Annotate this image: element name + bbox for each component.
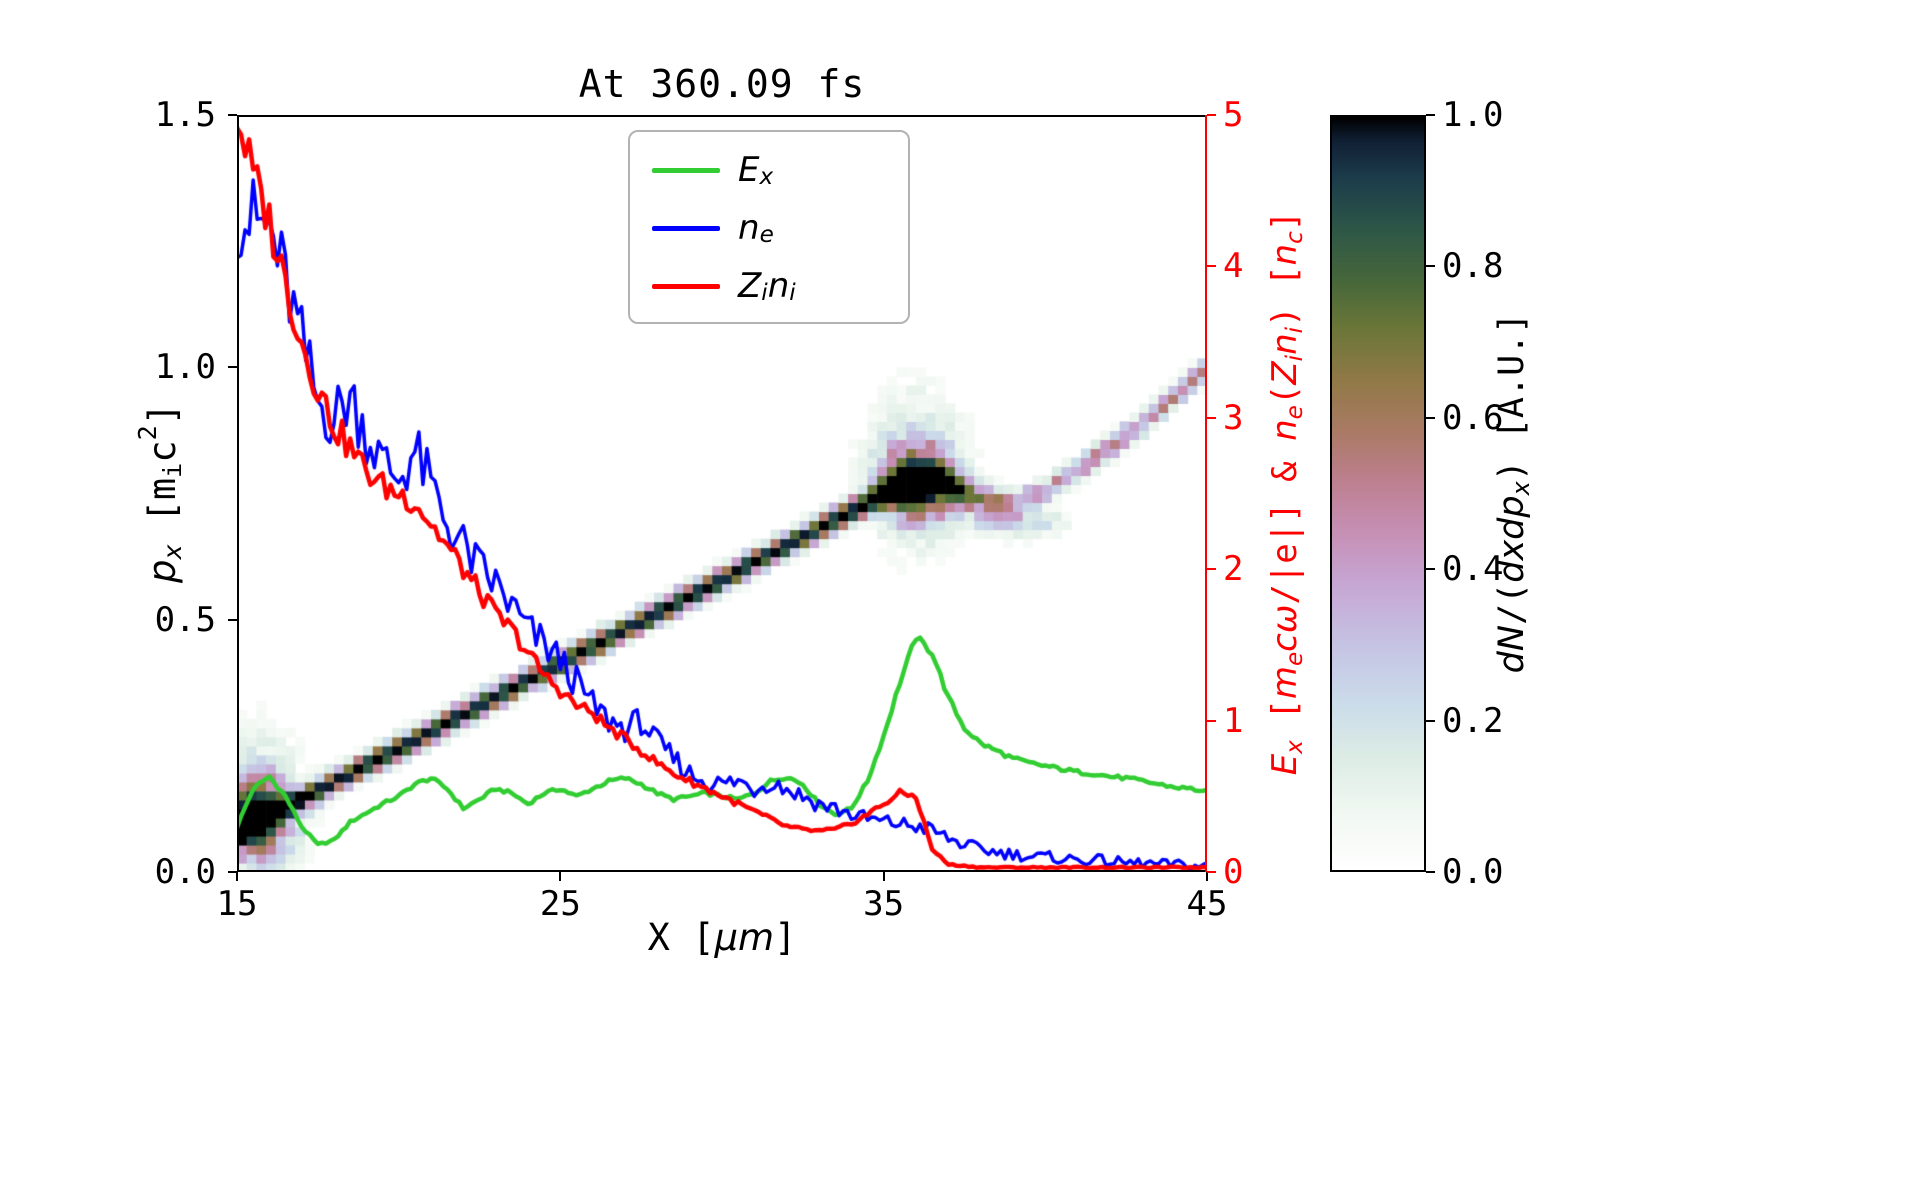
legend: Ex ne Zini [628, 130, 910, 324]
x-tick-label: 45 [1186, 884, 1228, 924]
colorbar-tick-mark [1426, 265, 1435, 268]
plot-title: At 360.09 fs [578, 62, 866, 106]
colorbar-tick-label: 0.6 [1442, 397, 1504, 438]
y-left-tick-mark [228, 366, 237, 369]
x-tick-label: 25 [539, 884, 581, 924]
y-left-tick-label: 0.5 [154, 599, 216, 640]
y-right-tick-mark [1207, 114, 1216, 116]
colorbar-tick-label: 0.2 [1442, 700, 1504, 741]
y-right-tick-mark [1207, 871, 1216, 873]
legend-label-ne: ne [738, 207, 774, 249]
y-left-tick-mark [228, 618, 237, 621]
legend-label-zini: Zini [738, 265, 796, 307]
legend-entry-ex: Ex [652, 150, 773, 190]
colorbar-tick-label: 1.0 [1442, 95, 1504, 135]
y-left-tick-mark [228, 871, 237, 873]
y-right-tick-label: 2 [1223, 549, 1244, 590]
y-left-tick-mark [228, 114, 237, 116]
y-right-tick-label: 0 [1223, 852, 1244, 892]
y-left-tick-label: 1.0 [154, 347, 216, 388]
colorbar-tick-mark [1426, 416, 1435, 419]
legend-entry-ne: ne [652, 208, 774, 248]
x-tick-mark [882, 872, 885, 881]
x-axis-label: X [μm] [647, 916, 797, 959]
legend-entry-zini: Zini [652, 266, 796, 306]
y-right-tick-mark [1207, 719, 1216, 722]
y-right-tick-mark [1207, 416, 1216, 419]
y-right-tick-label: 4 [1223, 246, 1244, 287]
colorbar-tick-mark [1426, 871, 1435, 873]
legend-line-ne [652, 225, 720, 231]
colorbar-tick-label: 0.8 [1442, 246, 1504, 287]
right-axis-spine [1205, 115, 1207, 872]
y-left-tick-label: 1.5 [154, 95, 216, 135]
y-right-tick-mark [1207, 265, 1216, 268]
y-axis-label-right: Ex [mecω/|e|] & ne(Zini) [nc] [1265, 210, 1308, 776]
y-left-tick-label: 0.0 [154, 852, 216, 892]
y-axis-label-left: px [mic2] [133, 402, 187, 584]
x-tick-label: 15 [216, 884, 258, 924]
colorbar-tick-label: 0.4 [1442, 549, 1504, 590]
x-tick-mark [236, 872, 238, 881]
x-tick-mark [559, 872, 562, 881]
legend-line-zini [652, 283, 720, 289]
colorbar-label: dN/(dxdpx) [A.U.] [1492, 312, 1535, 674]
x-tick-mark [1206, 872, 1208, 881]
colorbar-tick-mark [1426, 568, 1435, 571]
y-right-tick-label: 5 [1223, 95, 1244, 135]
y-right-tick-label: 3 [1223, 397, 1244, 438]
colorbar-gradient [1332, 117, 1424, 870]
y-right-tick-label: 1 [1223, 700, 1244, 741]
x-tick-label: 35 [863, 884, 905, 924]
colorbar-tick-label: 0.0 [1442, 852, 1504, 892]
colorbar-tick-mark [1426, 114, 1435, 116]
legend-label-ex: Ex [738, 149, 774, 191]
legend-line-ex [652, 167, 720, 173]
y-right-tick-mark [1207, 568, 1216, 571]
colorbar-tick-mark [1426, 719, 1435, 722]
